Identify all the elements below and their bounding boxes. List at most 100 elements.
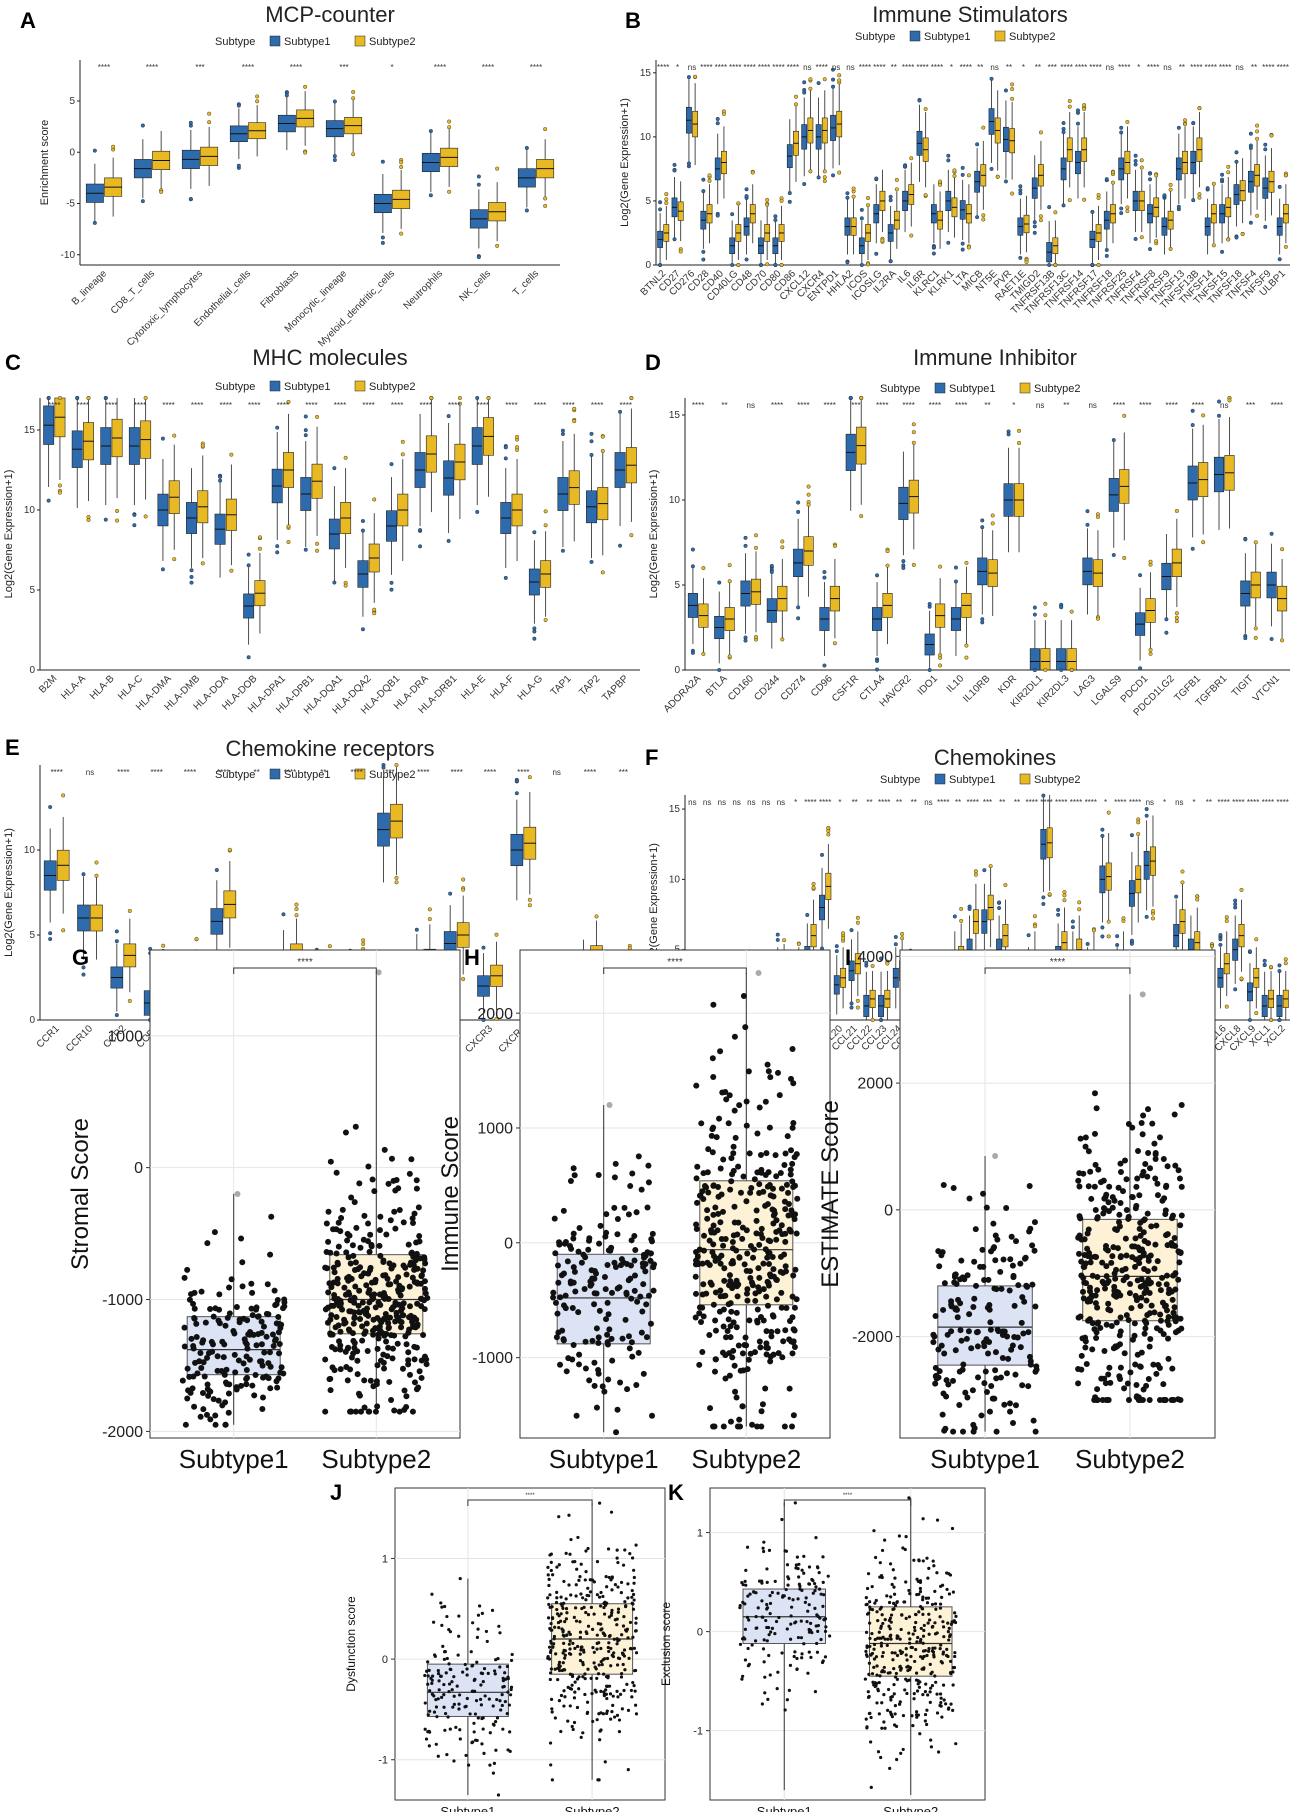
data-point bbox=[740, 1173, 747, 1180]
data-point bbox=[708, 1281, 715, 1288]
outlier-point bbox=[1269, 133, 1274, 138]
data-point bbox=[576, 1361, 583, 1368]
data-point bbox=[983, 1204, 990, 1211]
outlier-point bbox=[332, 158, 337, 163]
significance-label: **** bbox=[657, 63, 669, 72]
data-point bbox=[457, 1707, 461, 1711]
data-point bbox=[1108, 1259, 1115, 1266]
outlier-point bbox=[1280, 638, 1285, 643]
data-point bbox=[465, 1673, 469, 1677]
data-point bbox=[709, 1126, 716, 1133]
data-point bbox=[564, 1607, 569, 1611]
data-point bbox=[984, 1304, 991, 1311]
outlier-point bbox=[730, 263, 735, 268]
data-point bbox=[739, 1224, 746, 1231]
outlier-point bbox=[1111, 553, 1116, 558]
outlier-point bbox=[1176, 125, 1181, 130]
category-group: ****IL6 bbox=[896, 63, 915, 286]
data-point bbox=[579, 1592, 583, 1596]
data-point bbox=[365, 1163, 372, 1170]
data-point bbox=[570, 1683, 574, 1687]
outlier-point bbox=[793, 94, 798, 99]
outlier-point bbox=[1247, 1018, 1252, 1023]
data-point bbox=[350, 1320, 357, 1327]
data-point bbox=[444, 1671, 448, 1675]
data-point bbox=[220, 1354, 227, 1361]
data-point bbox=[629, 1647, 633, 1651]
data-point bbox=[492, 1761, 497, 1765]
outlier-point bbox=[743, 638, 748, 643]
data-point bbox=[821, 1604, 825, 1608]
legend-swatch-subtype2 bbox=[994, 30, 1006, 42]
outlier-point bbox=[893, 942, 898, 947]
data-point bbox=[255, 1331, 262, 1338]
data-point bbox=[753, 1217, 760, 1224]
outlier-point bbox=[796, 616, 801, 621]
y-tick-label: 5 bbox=[29, 930, 35, 941]
outlier-point bbox=[1077, 900, 1082, 905]
outlier-point bbox=[1032, 230, 1037, 235]
data-point bbox=[585, 1631, 589, 1636]
data-point bbox=[1169, 1215, 1176, 1222]
legend-swatch-subtype2 bbox=[354, 35, 366, 47]
data-point bbox=[981, 1276, 988, 1283]
category-group: ****CD48 bbox=[729, 63, 756, 294]
data-point bbox=[198, 1288, 205, 1295]
data-point bbox=[580, 1606, 584, 1611]
outlier-point bbox=[851, 186, 856, 191]
outlier-point bbox=[736, 263, 741, 268]
data-point bbox=[780, 1338, 787, 1345]
data-point bbox=[765, 1567, 769, 1571]
data-point bbox=[359, 1323, 366, 1330]
significance-label: **** bbox=[1217, 798, 1229, 807]
data-point bbox=[548, 1650, 553, 1654]
outlier-point bbox=[1024, 259, 1029, 264]
outlier-point bbox=[975, 215, 980, 220]
outlier-point bbox=[775, 932, 780, 937]
data-point bbox=[813, 1690, 818, 1694]
outlier-point bbox=[874, 251, 879, 256]
data-point bbox=[380, 1293, 387, 1300]
outlier-point bbox=[806, 484, 811, 489]
outlier-point bbox=[1095, 514, 1100, 519]
outlier-point bbox=[1277, 969, 1282, 974]
outlier-point bbox=[982, 868, 987, 873]
data-point bbox=[627, 1275, 634, 1282]
outlier-point bbox=[1032, 668, 1037, 673]
data-point bbox=[628, 1552, 632, 1556]
data-point bbox=[1140, 1112, 1147, 1119]
outlier-point bbox=[717, 580, 722, 585]
data-point bbox=[1018, 1319, 1025, 1326]
category-group: ****TNFRSF8 bbox=[1119, 63, 1160, 308]
data-point bbox=[1027, 1361, 1034, 1368]
data-point bbox=[564, 1597, 568, 1601]
data-point bbox=[633, 1209, 640, 1216]
data-point bbox=[406, 1283, 413, 1290]
data-point bbox=[632, 1684, 636, 1688]
data-point bbox=[632, 1272, 639, 1279]
data-point bbox=[561, 1661, 565, 1665]
data-point bbox=[760, 1702, 764, 1706]
panel-letter-e: E bbox=[5, 735, 20, 760]
significance-label: *** bbox=[195, 63, 204, 72]
data-point bbox=[203, 1411, 210, 1418]
data-point bbox=[726, 1272, 733, 1279]
data-point bbox=[774, 1328, 781, 1335]
data-point bbox=[699, 1304, 706, 1311]
data-point bbox=[576, 1351, 583, 1358]
outlier-point bbox=[494, 932, 499, 937]
outlier-point bbox=[143, 396, 148, 401]
data-point bbox=[429, 1676, 433, 1680]
data-point bbox=[337, 1328, 344, 1335]
significance-label: ns bbox=[1163, 63, 1171, 72]
data-point bbox=[546, 1654, 550, 1659]
data-point bbox=[630, 1588, 634, 1593]
data-point bbox=[699, 1188, 706, 1195]
x-tick-label: TAPBP bbox=[600, 673, 631, 704]
data-point bbox=[1175, 1276, 1182, 1283]
data-point bbox=[569, 1356, 576, 1363]
data-point bbox=[598, 1729, 602, 1733]
data-point bbox=[568, 1704, 572, 1708]
outlier-point bbox=[787, 191, 792, 196]
